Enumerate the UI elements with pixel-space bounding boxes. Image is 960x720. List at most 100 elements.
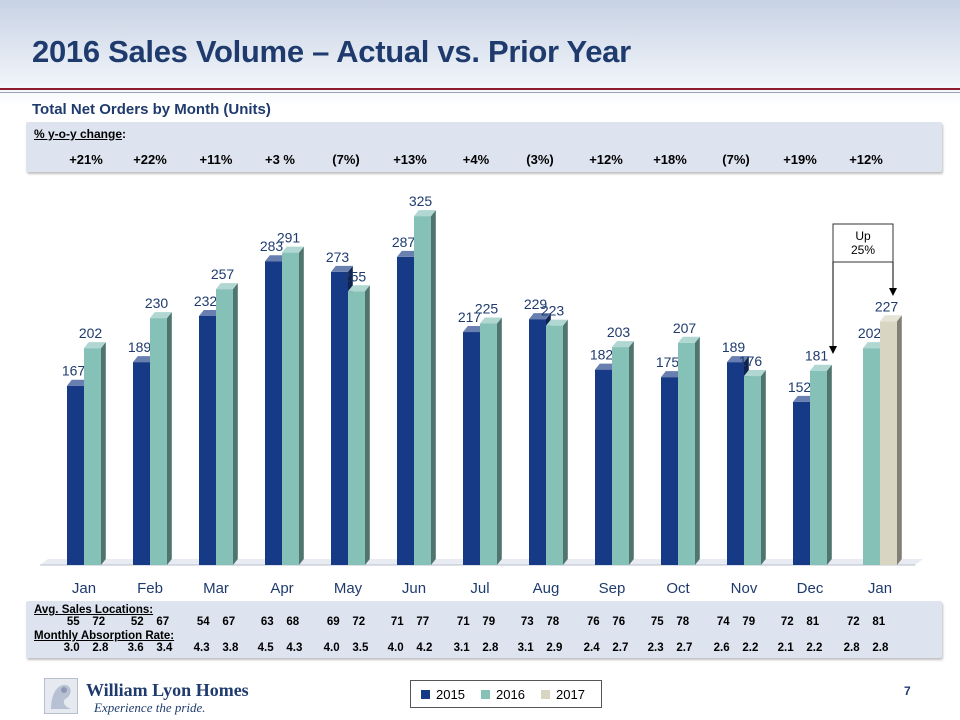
avg-sales-locations-value: 63 68 <box>260 616 300 628</box>
bar-side-2016 <box>497 317 502 565</box>
bar-top-2015 <box>133 356 155 363</box>
bar-value-label: 202 <box>79 325 103 341</box>
bar-2015 <box>199 315 216 565</box>
bar-2016 <box>810 370 827 565</box>
arrow-down-icon <box>889 288 897 296</box>
bar-top-2016 <box>150 312 172 319</box>
bar-top-2016 <box>546 319 568 326</box>
category-label: Oct <box>666 580 690 597</box>
bar-top-2015 <box>727 356 749 363</box>
bar-top-2016 <box>414 210 436 217</box>
bar-value-label: 223 <box>541 303 565 319</box>
bar-top-2016 <box>282 246 304 253</box>
bar-top-2016 <box>216 283 238 290</box>
category-label: Nov <box>731 580 758 597</box>
absorption-rate-value: 2.3 2.7 <box>647 642 693 654</box>
bar-2016 <box>480 323 497 565</box>
bar-2016 <box>863 348 880 565</box>
bar-2016 <box>282 252 299 565</box>
bar-2016 <box>546 325 563 565</box>
avg-sales-locations-value: 75 78 <box>650 616 690 628</box>
bar-top-2016 <box>480 317 502 324</box>
yoy-value-oct: +18% <box>653 152 687 167</box>
bar-value-label: 232 <box>194 293 218 309</box>
company-logo: William Lyon Homes Experience the pride. <box>44 678 249 715</box>
yoy-value-sep: +12% <box>589 152 623 167</box>
yoy-value-feb: +22% <box>133 152 167 167</box>
avg-sales-locations-label: Avg. Sales Locations: <box>34 604 154 616</box>
bar-top-2017 <box>880 315 902 322</box>
category-label: Feb <box>137 580 163 597</box>
bar-value-label: 176 <box>739 353 763 369</box>
category-label: Apr <box>270 580 293 597</box>
bar-top-2015 <box>265 255 287 262</box>
logo-tagline: Experience the pride. <box>94 700 206 715</box>
bar-value-label: 257 <box>211 266 235 282</box>
title-rule-secondary <box>0 92 960 93</box>
bar-top-2015 <box>67 379 89 386</box>
bar-side-2016 <box>827 364 832 565</box>
absorption-rate-label: Monthly Absorption Rate: <box>34 630 175 642</box>
bar-value-label: 291 <box>277 230 301 246</box>
bar-value-label: 325 <box>409 193 433 209</box>
slide-title: 2016 Sales Volume – Actual vs. Prior Yea… <box>32 34 631 69</box>
bar-value-label: 167 <box>62 363 86 379</box>
bar-value-label: 255 <box>343 268 367 284</box>
bar-2016 <box>744 376 761 565</box>
category-label: Sep <box>599 580 626 597</box>
avg-sales-locations-value: 73 78 <box>520 616 560 628</box>
bar-2015 <box>595 369 612 565</box>
bar-side-2016 <box>299 246 304 565</box>
avg-sales-locations-value: 72 81 <box>846 616 886 628</box>
bar-2015 <box>463 332 480 565</box>
bar-value-label: 283 <box>260 238 284 254</box>
legend-item-2017: 2017 <box>541 687 585 702</box>
annotation-box <box>832 223 894 263</box>
bar-2015 <box>529 319 546 565</box>
avg-sales-locations-value: 55 72 <box>66 616 106 628</box>
yoy-value-dec: +19% <box>783 152 817 167</box>
bar-top-2015 <box>331 265 353 272</box>
bar-side-2016 <box>101 342 106 565</box>
bar-side-2016 <box>167 312 172 565</box>
bar-value-label: 227 <box>875 298 899 314</box>
bar-2016 <box>84 348 101 565</box>
yoy-value-jan: +21% <box>69 152 103 167</box>
yoy-value-aug: (3%) <box>526 152 554 167</box>
bar-value-label: 202 <box>858 325 882 341</box>
category-label: Jun <box>402 580 426 597</box>
avg-sales-locations-value: 71 77 <box>390 616 430 628</box>
title-rule <box>0 88 960 90</box>
avg-sales-locations-value: 52 67 <box>130 616 170 628</box>
avg-sales-locations-value: 72 81 <box>780 616 820 628</box>
yoy-value-jan-next: +12% <box>849 152 883 167</box>
yoy-value-apr: +3 % <box>265 152 295 167</box>
absorption-rate-value: 4.0 4.2 <box>387 642 433 654</box>
bar-side-2016 <box>233 283 238 565</box>
annotation-text: Up <box>855 229 871 243</box>
bar-side-2016 <box>563 319 568 565</box>
absorption-rate-value: 4.0 3.5 <box>323 642 369 654</box>
absorption-rate-value: 3.6 3.4 <box>127 642 173 654</box>
sales-stats-panel: Avg. Sales Locations: 55 72 52 67 54 67 63 … <box>26 601 942 658</box>
bar-value-label: 189 <box>128 339 152 355</box>
yoy-value-may: (7%) <box>332 152 360 167</box>
bar-top-2015 <box>793 395 815 402</box>
arrow-down-icon <box>829 346 837 354</box>
category-label: May <box>334 580 363 597</box>
bar-top-2016 <box>84 342 106 349</box>
bar-top-2016 <box>612 341 634 348</box>
yoy-change-panel: % y-o-y change: +21% +22% +11% +3 % (7%)… <box>26 122 942 172</box>
bar-top-2016 <box>744 370 766 377</box>
absorption-rate-value: 3.0 2.8 <box>63 642 109 654</box>
bar-side-2016 <box>431 210 436 565</box>
bar-side-2016 <box>365 285 370 565</box>
yoy-value-nov: (7%) <box>722 152 750 167</box>
absorption-rate-value: 2.4 2.7 <box>583 642 629 654</box>
bar-value-label: 273 <box>326 249 350 265</box>
bar-value-label: 230 <box>145 295 169 311</box>
bar-2016 <box>414 216 431 565</box>
avg-sales-locations-value: 69 72 <box>326 616 366 628</box>
absorption-rate-value: 2.8 2.8 <box>843 642 889 654</box>
bar-top-2015 <box>463 326 485 333</box>
